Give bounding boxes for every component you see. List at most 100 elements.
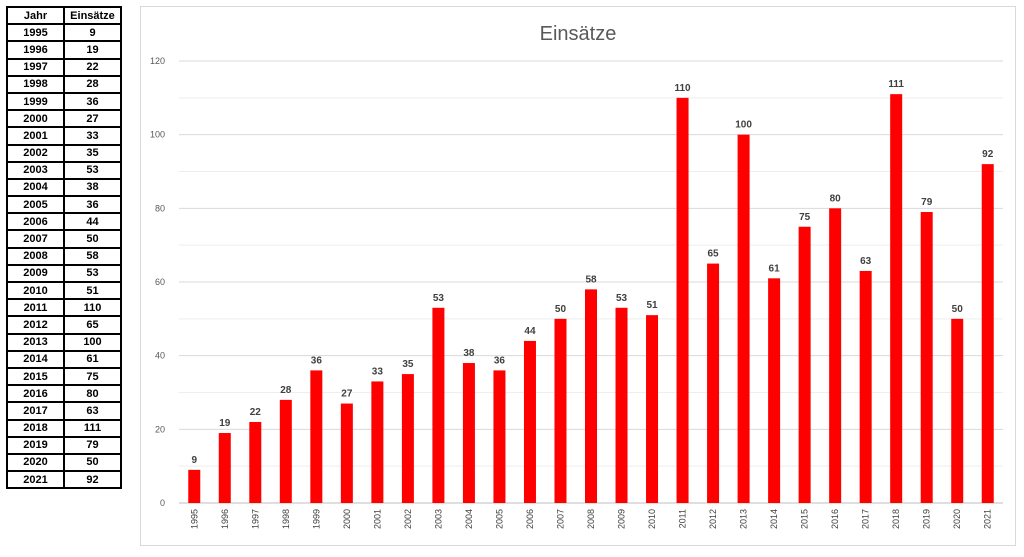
table-row: 1996 19	[6, 40, 122, 60]
bar	[890, 94, 903, 504]
bar	[310, 370, 323, 503]
year-cell: 2017	[6, 401, 65, 421]
bar	[462, 363, 475, 503]
data-label: 36	[494, 355, 506, 366]
x-tick-label: 2018	[891, 509, 901, 529]
header-count: Einsätze	[63, 5, 122, 26]
year-cell: 2008	[6, 246, 65, 266]
y-tick-label: 60	[155, 277, 165, 287]
bar-chart: Einsätze 0 20 40 60 80 100 120 9 19 22 28 36 27 33 35…	[150, 23, 1003, 529]
table-header-row: Jahr Einsätze	[6, 5, 122, 26]
year-cell: 2005	[6, 195, 65, 215]
year-cell: 2013	[6, 332, 65, 352]
table-row: 2005 36	[6, 195, 122, 215]
count-cell: 100	[63, 332, 122, 352]
count-cell: 19	[63, 40, 122, 60]
data-label: 50	[952, 304, 964, 315]
bar	[707, 263, 720, 503]
data-label: 38	[463, 348, 475, 359]
count-cell: 44	[63, 212, 122, 232]
table-row: 2002 35	[6, 143, 122, 163]
x-tick-label: 2021	[983, 509, 993, 529]
year-cell: 1998	[6, 74, 65, 94]
count-cell: 9	[63, 23, 122, 43]
data-label: 100	[735, 120, 752, 131]
year-cell: 2002	[6, 143, 65, 163]
count-cell: 27	[63, 109, 122, 129]
year-cell: 2010	[6, 280, 65, 301]
x-tick-label: 2013	[739, 509, 749, 529]
bar	[249, 421, 262, 503]
y-tick-label: 40	[155, 351, 165, 361]
year-cell: 2001	[6, 126, 65, 146]
table-row: 2007 50	[6, 229, 122, 249]
bar	[615, 307, 628, 503]
table-row: 1997 22	[6, 57, 122, 77]
bar	[279, 399, 292, 503]
table-row: 1995 9	[6, 23, 122, 43]
year-cell: 2018	[6, 418, 65, 438]
x-tick-label: 2010	[647, 509, 657, 529]
count-cell: 51	[63, 280, 122, 301]
bar	[523, 340, 536, 503]
y-axis-ticks: 0 20 40 60 80 100 120	[150, 56, 165, 508]
count-cell: 58	[63, 246, 122, 266]
count-cell: 35	[63, 143, 122, 163]
bar	[737, 134, 750, 503]
data-label: 35	[402, 359, 414, 370]
count-cell: 75	[63, 366, 122, 387]
year-cell: 2011	[6, 298, 65, 318]
x-tick-label: 2007	[555, 509, 565, 529]
data-label: 53	[616, 293, 628, 304]
x-tick-label: 2014	[769, 509, 779, 529]
bar	[829, 208, 842, 504]
bar	[493, 370, 506, 503]
x-tick-label: 2003	[433, 509, 443, 529]
bar	[585, 289, 597, 503]
data-label: 19	[219, 418, 231, 429]
count-cell: 79	[63, 435, 122, 455]
x-tick-label: 1995	[189, 509, 199, 529]
count-cell: 63	[63, 401, 122, 421]
chart-area: Einsätze 0 20 40 60 80 100 120 9 19 22 28 36 27 33 35…	[140, 6, 1016, 546]
table-row: 2014 61	[6, 349, 122, 369]
table-row: 2018 111	[6, 418, 122, 438]
bar	[340, 403, 353, 503]
x-tick-label: 2012	[708, 509, 718, 529]
x-tick-label: 2016	[830, 509, 840, 529]
x-tick-label: 2004	[464, 509, 474, 529]
data-label: 51	[646, 300, 658, 311]
data-label: 53	[433, 293, 445, 304]
data-label: 80	[830, 193, 842, 204]
count-cell: 61	[63, 349, 122, 369]
x-tick-label: 2009	[617, 509, 627, 529]
year-cell: 2012	[6, 315, 65, 335]
x-tick-label: 2006	[525, 509, 535, 529]
year-cell: 2007	[6, 229, 65, 249]
bar	[951, 318, 964, 503]
year-cell: 2000	[6, 109, 65, 129]
x-tick-label: 2011	[678, 509, 688, 528]
x-tick-label: 2019	[922, 509, 932, 529]
year-cell: 2020	[6, 452, 65, 473]
data-label: 110	[674, 83, 691, 94]
bar	[218, 433, 231, 503]
year-cell: 2021	[6, 470, 65, 490]
count-cell: 50	[63, 452, 122, 473]
year-cell: 2003	[6, 160, 65, 180]
table-row: 2021 92	[6, 470, 122, 490]
data-label: 75	[799, 212, 811, 223]
data-label: 79	[921, 197, 933, 208]
data-label: 22	[250, 407, 262, 418]
count-cell: 22	[63, 57, 122, 77]
x-tick-label: 1999	[311, 509, 321, 529]
data-label: 58	[585, 274, 597, 285]
year-cell: 1995	[6, 23, 65, 43]
data-label: 44	[524, 326, 536, 337]
table-row: 2020 50	[6, 452, 122, 473]
year-cell: 1999	[6, 91, 65, 112]
bar	[920, 212, 933, 503]
count-cell: 110	[63, 298, 122, 318]
table-row: 2004 38	[6, 177, 122, 198]
count-cell: 33	[63, 126, 122, 146]
